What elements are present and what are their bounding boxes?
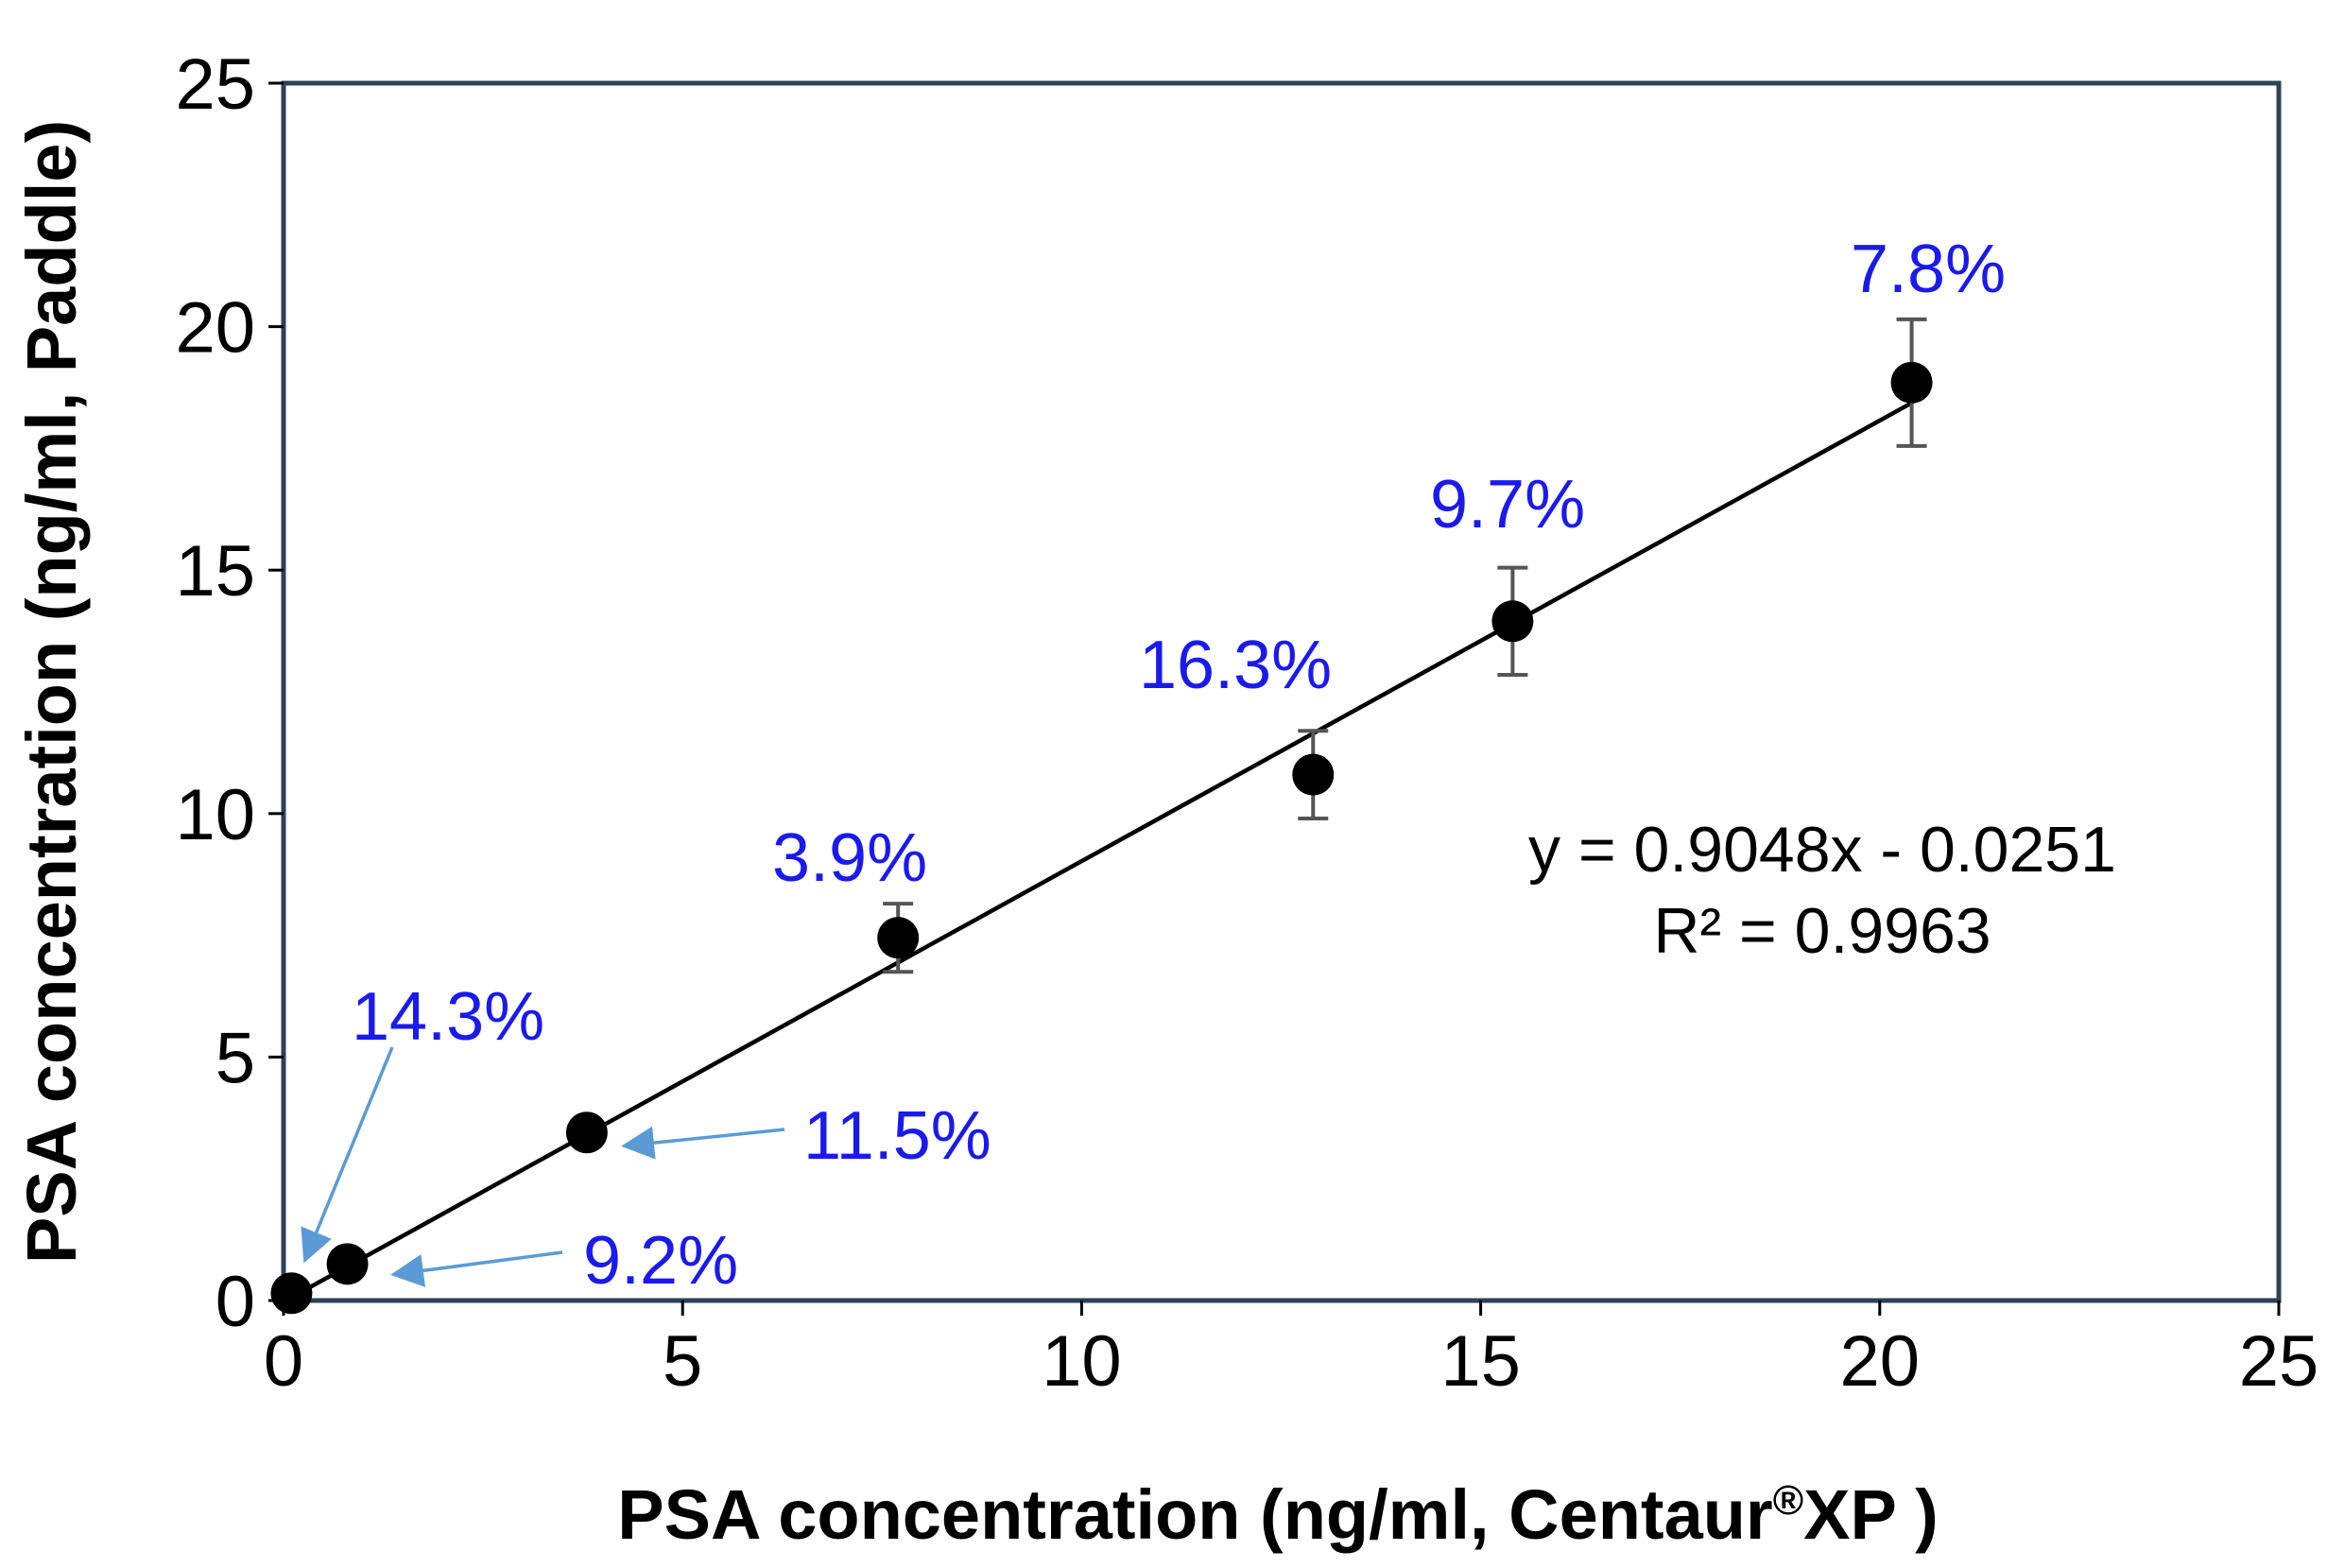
cv-label-9-7: 9.7% — [1430, 467, 1585, 543]
arrow-11-5 — [621, 1126, 785, 1160]
x-tick-label: 25 — [2239, 1321, 2319, 1402]
plot-frame — [281, 80, 2282, 1303]
y-tick-label: 0 — [215, 1262, 255, 1342]
y-tick-label: 5 — [215, 1018, 255, 1098]
data-point — [1491, 600, 1534, 643]
x-tick-label: 15 — [1440, 1321, 1521, 1402]
y-tick-label: 20 — [175, 288, 255, 369]
y-tick-label: 25 — [175, 44, 255, 125]
x-tick-label: 0 — [264, 1321, 303, 1402]
data-points — [270, 361, 1933, 1315]
y-tick-label: 15 — [175, 531, 255, 612]
y-axis-title: PSA concentration (ng/ml, Paddle) — [12, 120, 91, 1264]
x-tick-label: 10 — [1042, 1321, 1122, 1402]
regression-equation: y = 0.9048x - 0.0251 — [1528, 814, 2116, 886]
data-point — [565, 1111, 608, 1154]
x-tick-label: 5 — [663, 1321, 702, 1402]
data-point — [877, 917, 920, 959]
x-axis-title: PSA concentration (ng/ml, Centaur®XP ) — [617, 1475, 1939, 1554]
x-axis-title-suffix: XP ) — [1803, 1475, 1939, 1554]
data-point — [1292, 753, 1335, 796]
r-squared: R² = 0.9963 — [1653, 895, 1991, 967]
arrow-9-2 — [390, 1250, 563, 1287]
cv-label-7-8: 7.8% — [1851, 232, 2006, 307]
trendline — [282, 401, 1913, 1304]
y-tick-label: 10 — [175, 775, 255, 855]
cv-label-3-9: 3.9% — [772, 820, 927, 896]
trendline-layer — [282, 401, 1913, 1304]
x-tick-label: 20 — [1840, 1321, 1921, 1402]
cv-label-9-2: 9.2% — [583, 1223, 738, 1299]
cv-label-16-3: 16.3% — [1139, 628, 1332, 703]
data-point — [326, 1243, 369, 1285]
registered-mark: ® — [1773, 1477, 1803, 1524]
arrow-14-3 — [301, 1046, 394, 1264]
axis-ticks: 0 5 10 15 20 25 0 5 10 15 20 25 — [175, 44, 2318, 1402]
x-axis-title-main: PSA concentration (ng/ml, Centaur — [617, 1475, 1772, 1554]
data-point — [270, 1272, 313, 1315]
data-point — [1890, 361, 1933, 404]
cv-label-11-5: 11.5% — [803, 1098, 991, 1174]
cv-label-14-3: 14.3% — [352, 979, 544, 1055]
